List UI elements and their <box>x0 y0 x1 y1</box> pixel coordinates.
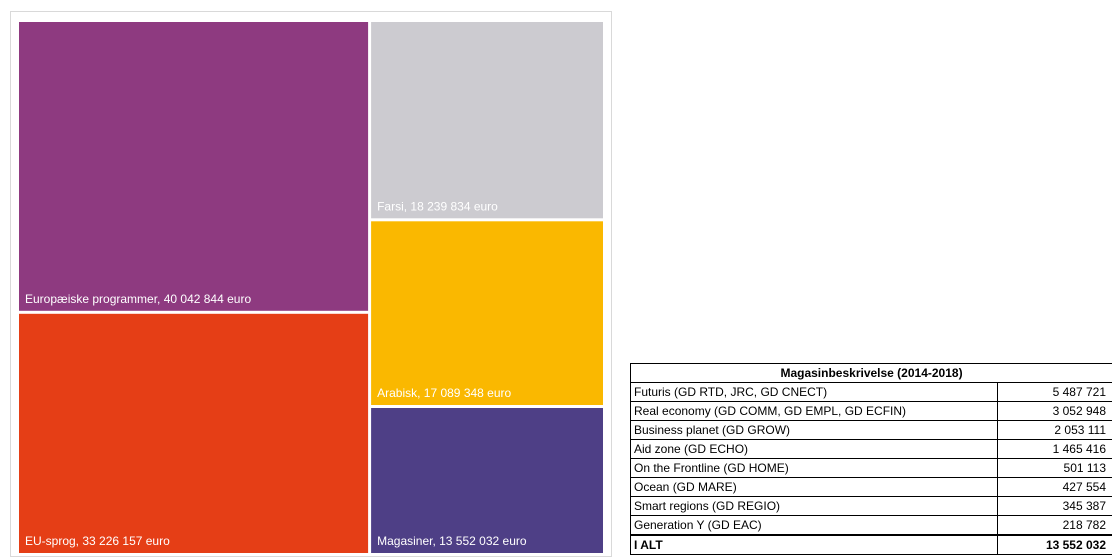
table-total-row: I ALT 13 552 032 <box>631 535 1112 555</box>
tile-europ-iske-programmer <box>19 22 368 311</box>
row-value: 218 782 <box>998 516 1112 536</box>
row-value: 501 113 <box>998 459 1112 478</box>
table-body: Futuris (GD RTD, JRC, GD CNECT)5 487 721… <box>631 383 1112 536</box>
tile-eu-sprog <box>19 314 368 553</box>
row-label: Futuris (GD RTD, JRC, GD CNECT) <box>631 383 998 402</box>
table-row: Real economy (GD COMM, GD EMPL, GD ECFIN… <box>631 402 1112 421</box>
tile-arabisk <box>371 221 603 405</box>
table-row: On the Frontline (GD HOME)501 113 <box>631 459 1112 478</box>
row-label: Real economy (GD COMM, GD EMPL, GD ECFIN… <box>631 402 998 421</box>
row-label: Smart regions (GD REGIO) <box>631 497 998 516</box>
tile-label-magasiner: Magasiner, 13 552 032 euro <box>377 534 527 548</box>
table-row: Ocean (GD MARE)427 554 <box>631 478 1112 497</box>
tile-label-farsi: Farsi, 18 239 834 euro <box>377 199 498 213</box>
row-label: Generation Y (GD EAC) <box>631 516 998 536</box>
treemap-svg: Europæiske programmer, 40 042 844 euro EU… <box>11 12 613 558</box>
tile-label-eu-sprog: EU-sprog, 33 226 157 euro <box>25 534 170 548</box>
table-row: Business planet (GD GROW)2 053 111 <box>631 421 1112 440</box>
row-label: Business planet (GD GROW) <box>631 421 998 440</box>
table-row: Aid zone (GD ECHO)1 465 416 <box>631 440 1112 459</box>
row-value: 345 387 <box>998 497 1112 516</box>
treemap-chart: Europæiske programmer, 40 042 844 euro EU… <box>10 11 612 557</box>
row-value: 1 465 416 <box>998 440 1112 459</box>
tile-magasiner <box>371 408 603 553</box>
total-value: 13 552 032 <box>998 535 1112 555</box>
row-label: Ocean (GD MARE) <box>631 478 998 497</box>
row-label: Aid zone (GD ECHO) <box>631 440 998 459</box>
row-value: 2 053 111 <box>998 421 1112 440</box>
row-value: 5 487 721 <box>998 383 1112 402</box>
total-label: I ALT <box>631 535 998 555</box>
row-value: 427 554 <box>998 478 1112 497</box>
row-label: On the Frontline (GD HOME) <box>631 459 998 478</box>
tile-farsi <box>371 22 603 218</box>
table-title: Magasinbeskrivelse (2014-2018) <box>631 364 1112 383</box>
table-row: Futuris (GD RTD, JRC, GD CNECT)5 487 721 <box>631 383 1112 402</box>
row-value: 3 052 948 <box>998 402 1112 421</box>
table-row: Generation Y (GD EAC)218 782 <box>631 516 1112 536</box>
tile-label-arabisk: Arabisk, 17 089 348 euro <box>377 386 511 400</box>
table-header-row: Magasinbeskrivelse (2014-2018) <box>631 364 1112 383</box>
tile-label-europ-iske-programmer: Europæiske programmer, 40 042 844 euro <box>25 292 251 306</box>
magazine-table: Magasinbeskrivelse (2014-2018) Futuris (… <box>630 363 1112 555</box>
table-row: Smart regions (GD REGIO)345 387 <box>631 497 1112 516</box>
